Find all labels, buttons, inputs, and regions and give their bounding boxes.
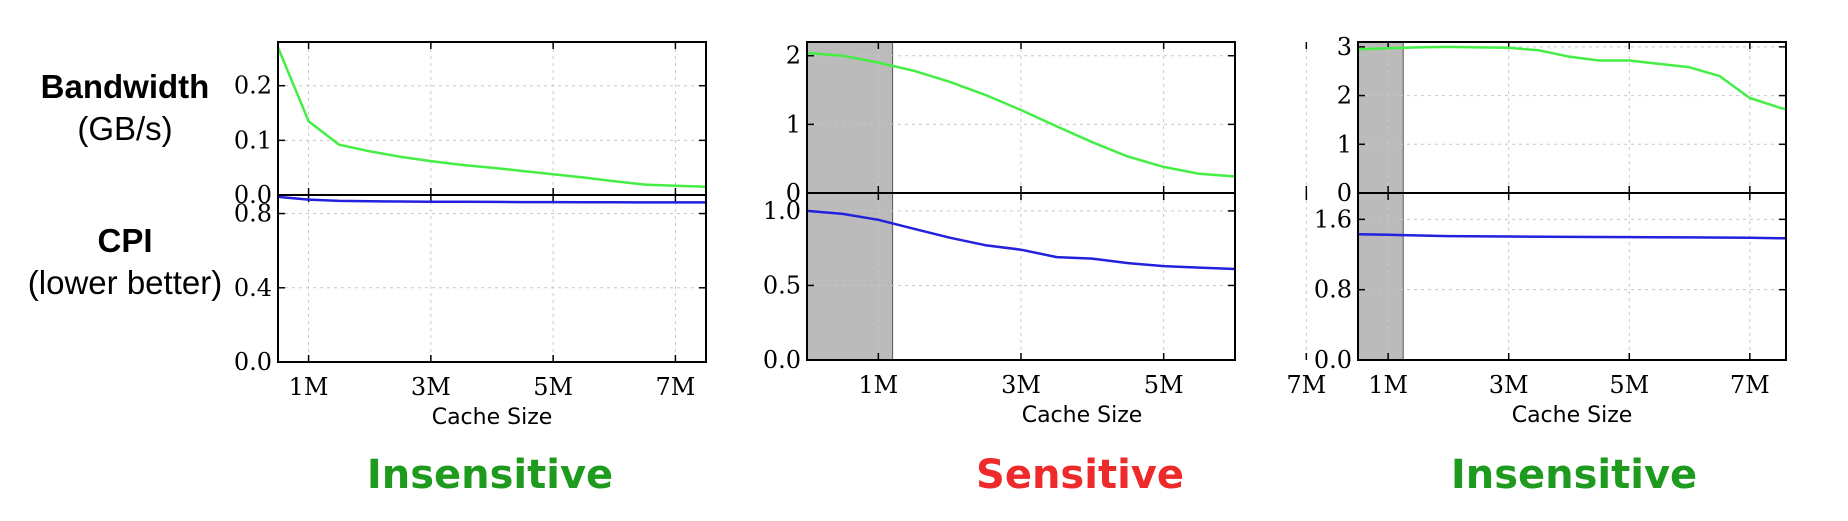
chart-2-cpi-ytick-label: 0.5 (763, 271, 801, 299)
chart-3-bandwidth-frame (1357, 41, 1787, 194)
chart-2-shaded-region (806, 41, 894, 361)
chart-1-bandwidth-ytick-label: 0.2 (234, 72, 272, 100)
chart-3-shaded-region (1357, 41, 1404, 361)
chart-3-bandwidth-ytick-label: 3 (1337, 33, 1352, 61)
chart-3-xtick-label: 7M (1730, 371, 1770, 399)
chart-2-bandwidth-ytick-label: 1 (786, 110, 801, 138)
chart-1-bandwidth-series-line (276, 47, 707, 189)
chart-1-cpi-ytick-label: 0.4 (234, 274, 272, 302)
chart-1-bandwidth-ytick-label: 0.1 (234, 126, 272, 154)
verdict-label-2: Sensitive (976, 452, 1184, 498)
chart-2-cpi-series-line (806, 209, 1236, 271)
chart-1-bandwidth-ytick-label: 0.0 (234, 181, 272, 209)
chart-2-cpi-frame (806, 192, 1236, 361)
chart-3-cpi-ytick-label: 1.6 (1314, 205, 1352, 233)
chart-3-bandwidth-ytick-label: 2 (1337, 82, 1352, 110)
cpi-row-subtitle: (lower better) (27, 264, 223, 301)
chart-3-cpi-series-line (1357, 233, 1787, 240)
chart-3-bandwidth-series-line (1357, 45, 1787, 111)
chart-3-cpi-frame (1357, 192, 1787, 361)
cpi-row-title: CPI (97, 222, 153, 259)
chart-2-bandwidth-series-line (806, 51, 1236, 178)
verdict-label-3: Insensitive (1450, 452, 1698, 498)
chart-1-xtick-label: 3M (411, 373, 451, 401)
chart-1-xtick-label: 1M (289, 373, 329, 401)
verdict-label-1: Insensitive (366, 452, 614, 498)
chart-2-bandwidth-ytick-label: 0 (786, 179, 801, 207)
chart-2-cpi-ytick-label: 0.0 (763, 346, 801, 374)
chart-3-cpi-ytick-label: 0.8 (1314, 276, 1352, 304)
bandwidth-row-title: Bandwidth (40, 68, 210, 105)
chart-2-cpi-ytick-label: 1.0 (763, 197, 801, 225)
chart-1-xaxis-label: Cache Size (432, 405, 553, 430)
chart-1-cpi-frame (277, 194, 707, 363)
chart-3-bandwidth-ytick-label: 0 (1337, 179, 1352, 207)
chart-3-xtick-label: 1M (1368, 371, 1408, 399)
chart-2-xtick-label: 7M (1286, 371, 1326, 399)
chart-1-bandwidth-frame (277, 41, 707, 196)
chart-1-xtick-label: 7M (656, 373, 696, 401)
chart-1-cpi-series-line (277, 195, 706, 204)
chart-2-xtick-label: 5M (1144, 371, 1184, 399)
chart-1-cpi-ytick-label: 0.8 (234, 200, 272, 228)
chart-3-xaxis-label: Cache Size (1512, 403, 1633, 428)
chart-2-bandwidth-ytick-label: 2 (786, 42, 801, 70)
chart-3-cpi-ytick-label: 0.0 (1314, 346, 1352, 374)
chart-2-xtick-label: 1M (858, 371, 898, 399)
chart-2-xaxis-label: Cache Size (1022, 403, 1143, 428)
chart-3-xtick-label: 5M (1609, 371, 1649, 399)
chart-1-xtick-label: 5M (533, 373, 573, 401)
chart-1-cpi-ytick-label: 0.0 (234, 348, 272, 376)
chart-3-xtick-label: 3M (1489, 371, 1529, 399)
chart-2-xtick-label: 3M (1001, 371, 1041, 399)
bandwidth-row-unit: (GB/s) (77, 110, 173, 147)
chart-3-bandwidth-ytick-label: 1 (1337, 130, 1352, 158)
